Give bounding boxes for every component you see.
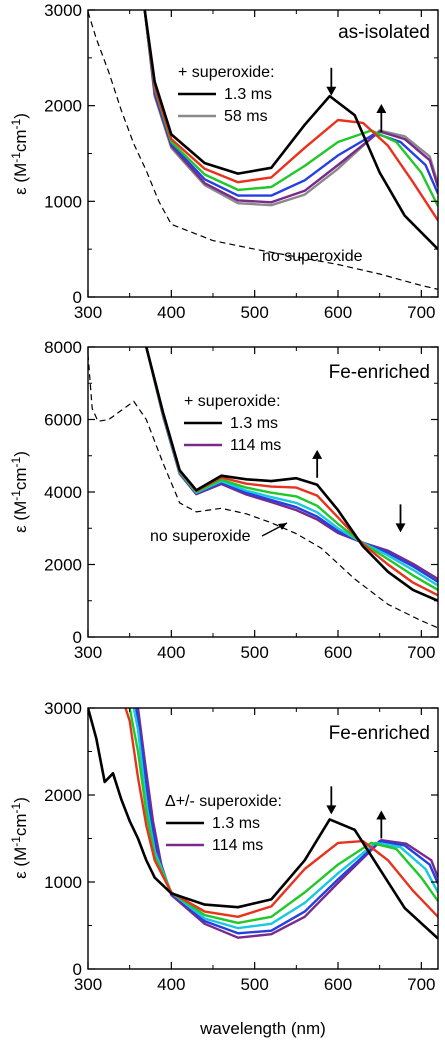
x-tick-label: 600 [324,643,352,662]
panel-title: as-isolated [338,22,430,43]
panel-title: Fe-enriched [329,362,430,383]
y-axis-label-part: ) [11,451,30,457]
x-tick-label: 500 [240,975,268,994]
y-axis-label-part: -1 [9,118,23,129]
legend-entry: 1.3 ms [212,815,260,832]
arrow-head-down [395,523,406,533]
x-tick-label: 400 [157,975,185,994]
legend-title: + superoxide: [178,64,275,81]
y-tick-label: 4000 [44,483,82,502]
x-tick-label: 700 [407,643,435,662]
y-axis-label-part: -1 [9,490,23,501]
y-axis-label-part: ) [11,797,30,803]
x-tick-label: 300 [74,975,102,994]
x-tick-label: 600 [324,975,352,994]
reference-line [88,354,438,629]
legend-title: + superoxide: [184,393,281,410]
series-line-4 [132,708,438,930]
y-axis-label-2: ε (M-1cm-1) [9,451,30,533]
arrow-head-up [312,449,323,459]
annotation: no superoxide [262,248,363,265]
y-axis-label-part: -1 [9,152,23,163]
y-tick-label: 0 [73,960,82,979]
series-line-5 [135,708,438,935]
legend: + superoxide: 1.3 ms 114 ms [184,393,281,454]
legend-entry: 1.3 ms [230,415,278,432]
x-tick-label: 700 [407,303,435,322]
series-line-1 [143,10,438,251]
x-axis-label: wavelength (nm) [199,1019,326,1038]
legend-entry: 114 ms [212,837,263,854]
chart-panel-2: 300 400 500 600 700 0 2000 4000 6000 8000 Fe-enric… [44,338,439,662]
y-axis-label-part: cm [11,467,30,490]
y-axis-label-part: cm [11,129,30,152]
x-tick-label: 700 [407,975,435,994]
series-line-1 [88,708,438,940]
y-axis-label-part: -1 [9,802,23,813]
legend-entry: 1.3 ms [224,86,272,103]
y-axis-label-part: (M [11,163,30,183]
panel-title: Fe-enriched [329,723,430,744]
y-tick-label: 1000 [44,873,82,892]
annotation-pointer-head [278,523,287,530]
plot-area [88,10,438,290]
y-axis-label-part: ε [11,867,30,879]
x-tick-label: 500 [240,643,268,662]
y-axis-label-part: -1 [9,836,23,847]
y-tick-label: 2000 [44,786,82,805]
y-axis-label-part: (M [11,501,30,521]
y-tick-label: 3000 [44,1,82,20]
chart-panel-1: 300 400 500 600 700 0 1000 2000 3000 as-isolated +… [44,1,439,322]
series-line-1 [145,347,438,602]
series-line-3 [128,708,438,925]
y-tick-label: 2000 [44,556,82,575]
arrow-head-down [326,805,337,815]
y-tick-label: 2000 [44,97,82,116]
x-tick-label: 300 [74,303,102,322]
arrow-head-up [376,810,387,820]
legend-entry: 114 ms [230,437,281,454]
y-axis-label-part: -1 [9,456,23,467]
y-axis-label-1: ε (M-1cm-1) [9,113,30,195]
legend: + superoxide: 1.3 ms 58 ms [178,64,275,125]
x-tick-label: 600 [324,303,352,322]
y-axis-label-3: ε (M-1cm-1) [9,797,30,879]
y-axis-label-part: (M [11,847,30,867]
x-tick-label: 400 [157,303,185,322]
y-axis-label-part: ) [11,113,30,119]
y-axis-label-part: cm [11,813,30,836]
y-tick-label: 0 [73,288,82,307]
x-tick-label: 500 [240,303,268,322]
legend-entry: 58 ms [224,108,268,125]
legend: Δ+/- superoxide: 1.3 ms 114 ms [165,793,282,854]
chart-panel-3: 300 400 500 600 700 0 1000 2000 3000 Fe-enriched Δ… [44,699,439,1038]
y-tick-label: 1000 [44,192,82,211]
annotation: no superoxide [150,528,251,545]
legend-title: Δ+/- superoxide: [165,793,282,810]
y-tick-label: 8000 [44,338,82,357]
arrow-head-up [376,104,387,114]
arrow-head-down [326,86,337,96]
x-tick-label: 400 [157,643,185,662]
y-axis-label-part: ε [11,183,30,195]
y-axis-label-part: ε [11,521,30,533]
plot-area [88,708,438,940]
plot-area [88,347,438,629]
x-tick-label: 300 [74,643,102,662]
series-line-6 [136,708,438,939]
y-tick-label: 0 [73,628,82,647]
y-tick-label: 6000 [44,411,82,430]
series-line-2 [124,708,438,918]
series-line-2 [143,10,438,222]
y-tick-label: 3000 [44,699,82,718]
